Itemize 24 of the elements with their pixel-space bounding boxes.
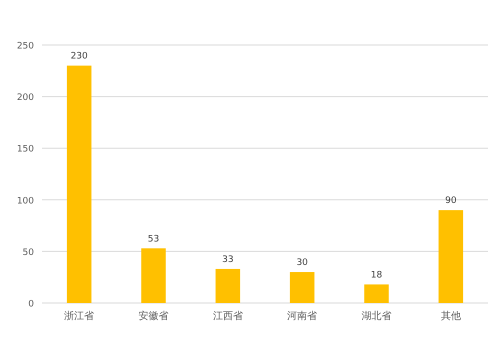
data-label: 18	[370, 270, 382, 280]
bar	[438, 210, 464, 303]
bar	[66, 66, 92, 303]
x-tick-label: 湖北省	[362, 310, 392, 322]
y-tick-label: 150	[16, 144, 34, 155]
bar	[364, 284, 389, 303]
bar	[290, 272, 314, 303]
x-tick-label: 安徽省	[138, 310, 168, 322]
y-tick-label: 200	[16, 93, 34, 104]
x-tick-label: 其他	[440, 310, 461, 322]
data-label: 90	[445, 196, 457, 206]
x-tick-label: 江西省	[212, 310, 243, 322]
data-label: 30	[296, 258, 308, 268]
bar	[141, 248, 166, 303]
y-tick-label: 100	[16, 196, 34, 206]
data-label: 33	[222, 254, 234, 265]
y-tick-label: 250	[16, 42, 34, 52]
bar	[216, 268, 240, 303]
y-tick-label: 0	[28, 300, 34, 310]
data-label: 230	[70, 52, 88, 62]
x-tick-label: 河南省	[287, 310, 318, 322]
y-tick-label: 50	[22, 248, 34, 258]
data-label: 53	[148, 234, 160, 244]
x-tick-label: 浙江省	[64, 310, 94, 322]
